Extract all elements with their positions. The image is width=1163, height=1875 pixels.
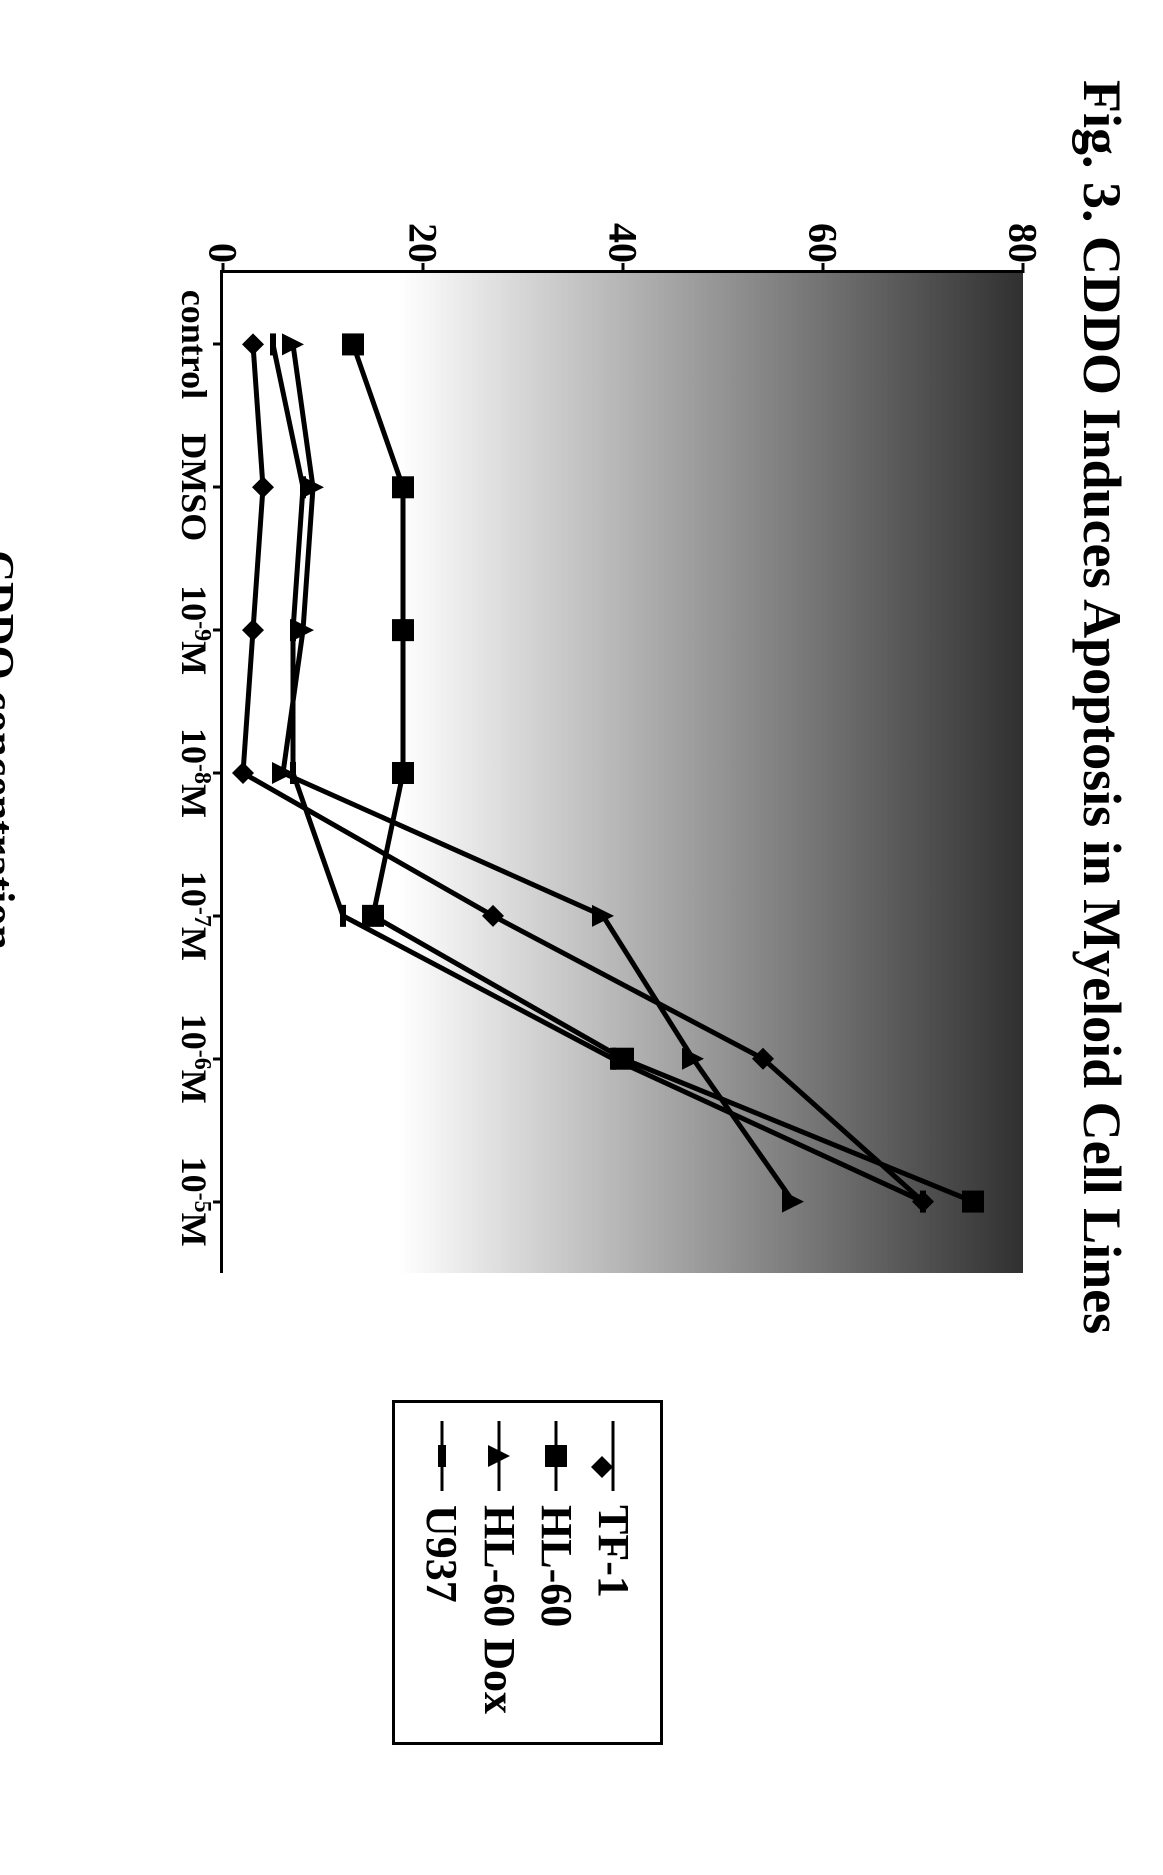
legend-label: U937 (413, 1505, 470, 1603)
legend-marker (541, 1421, 571, 1491)
x-tick-mark (213, 1200, 223, 1203)
series-marker-TF-1 (242, 619, 264, 641)
x-tick-mark (213, 343, 223, 346)
series-marker-TF-1 (482, 905, 504, 927)
y-tick-mark (1022, 263, 1025, 273)
series-line-HL-60 (353, 344, 973, 1201)
rotated-stage: Fig. 3. CDDO Induces Apoptosis in Myeloi… (0, 0, 1163, 1875)
legend-row: HL-60 Dox (470, 1421, 527, 1714)
x-tick-label: 10-5M (173, 1157, 215, 1247)
x-tick-mark (213, 629, 223, 632)
series-marker-TF-1 (252, 476, 274, 498)
y-tick-mark (422, 263, 425, 273)
legend-marker (484, 1421, 514, 1491)
legend-marker (598, 1421, 628, 1491)
y-tick-mark (622, 263, 625, 273)
series-marker-U937 (920, 1191, 926, 1213)
legend-label: HL-60 Dox (470, 1505, 527, 1714)
series-marker-U937 (290, 762, 296, 784)
series-marker-U937 (610, 1048, 616, 1070)
series-marker-HL-60 (342, 333, 364, 355)
series-line-U937 (273, 344, 923, 1201)
chart-container: % apoptotic cells (subG1) CDDO concentra… (123, 200, 1023, 1300)
series-line-HL-60 Dox (283, 344, 793, 1201)
series-marker-TF-1 (232, 762, 254, 784)
x-axis-label: CDDO concentration (0, 550, 24, 950)
x-tick-label: 10-6M (173, 1014, 215, 1104)
legend: TF-1HL-60HL-60 DoxU937 (392, 1400, 663, 1745)
series-marker-U937 (340, 905, 346, 927)
x-tick-label: DMSO (173, 433, 215, 541)
legend-row: TF-1 (585, 1421, 642, 1714)
series-marker-TF-1 (242, 333, 264, 355)
chart-lines (223, 273, 1023, 1273)
y-tick-mark (222, 263, 225, 273)
legend-label: HL-60 (528, 1505, 585, 1627)
x-tick-mark (213, 772, 223, 775)
y-tick-mark (822, 263, 825, 273)
legend-label: TF-1 (585, 1505, 642, 1598)
x-tick-label: control (173, 290, 215, 399)
legend-marker (427, 1421, 457, 1491)
legend-row: HL-60 (528, 1421, 585, 1714)
series-marker-U937 (290, 619, 296, 641)
x-tick-mark (213, 914, 223, 917)
series-marker-HL-60 (962, 1191, 984, 1213)
series-marker-HL-60 (392, 476, 414, 498)
x-tick-label: 10-8M (173, 728, 215, 818)
series-line-TF-1 (243, 344, 923, 1201)
series-marker-HL-60 (392, 619, 414, 641)
series-marker-U937 (300, 476, 306, 498)
series-marker-HL-60 Dox (782, 1191, 804, 1213)
figure-title: Fig. 3. CDDO Induces Apoptosis in Myeloi… (1071, 80, 1133, 1334)
x-tick-mark (213, 1057, 223, 1060)
x-tick-mark (213, 486, 223, 489)
series-marker-HL-60 (392, 762, 414, 784)
plot-area: 020406080controlDMSO10-9M10-8M10-7M10-6M… (220, 270, 1023, 1273)
x-tick-label: 10-9M (173, 585, 215, 675)
x-tick-label: 10-7M (173, 871, 215, 961)
series-marker-HL-60 (362, 905, 384, 927)
legend-row: U937 (413, 1421, 470, 1714)
series-marker-U937 (270, 333, 276, 355)
